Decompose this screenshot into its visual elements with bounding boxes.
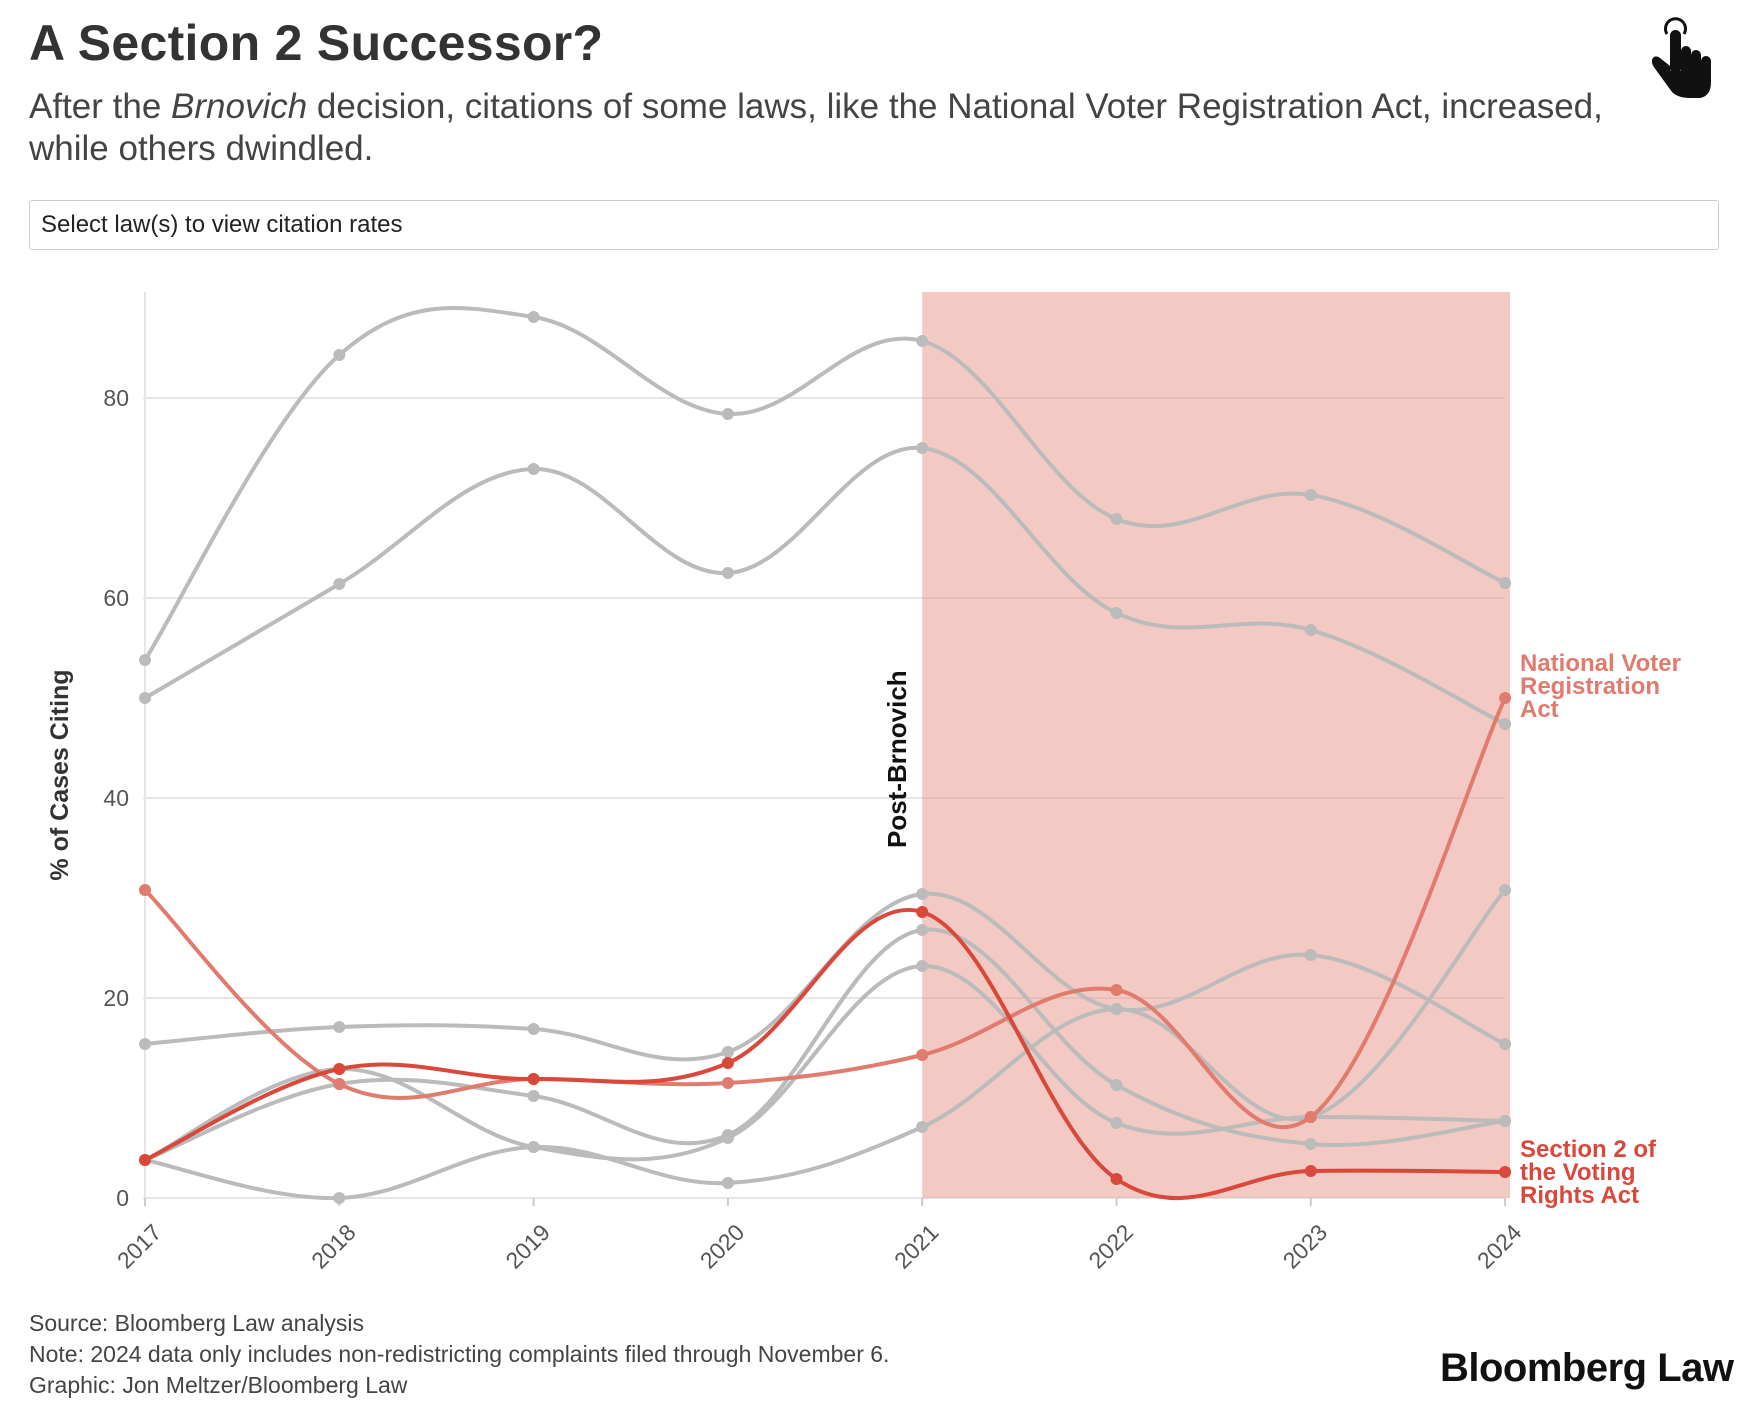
- y-tick-label: 40: [103, 785, 129, 811]
- graphic-credit: Graphic: Jon Meltzer/Bloomberg Law: [29, 1370, 889, 1401]
- data-point-section-2-of-the-voting-rights-act: [1305, 1165, 1317, 1177]
- data-point-gray-series-1: [333, 349, 345, 361]
- data-point-gray-series-3: [139, 1038, 151, 1050]
- data-point-national-voter-registration-act: [1499, 692, 1511, 704]
- data-point-gray-series-2: [1305, 624, 1317, 636]
- data-point-gray-series-1: [916, 335, 928, 347]
- data-point-section-2-of-the-voting-rights-act: [1111, 1173, 1123, 1185]
- data-point-gray-series-3: [1305, 949, 1317, 961]
- x-tick-label: 2020: [695, 1219, 750, 1274]
- subtitle-italic: Brnovich: [171, 87, 307, 126]
- data-point-gray-series-6: [528, 1141, 540, 1153]
- data-point-gray-series-3: [916, 888, 928, 900]
- data-point-gray-series-6: [1111, 1003, 1123, 1015]
- data-point-gray-series-5: [1499, 1115, 1511, 1127]
- series-label-section-2-of-the-voting-rights-act: Section 2 of the Voting Rights Act: [1520, 1136, 1657, 1209]
- data-point-gray-series-4: [916, 924, 928, 936]
- y-tick-label: 60: [103, 585, 129, 611]
- data-point-gray-series-2: [333, 578, 345, 590]
- data-point-national-voter-registration-act: [1111, 984, 1123, 996]
- law-select-dropdown[interactable]: Select law(s) to view citation rates: [29, 200, 1719, 250]
- data-note: Note: 2024 data only includes non-redist…: [29, 1339, 889, 1370]
- data-point-national-voter-registration-act: [1305, 1111, 1317, 1123]
- data-point-gray-series-4: [1111, 1079, 1123, 1091]
- x-tick-label: 2017: [112, 1219, 167, 1274]
- data-point-gray-series-1: [528, 311, 540, 323]
- bloomberg-law-logo: Bloomberg Law: [1440, 1346, 1734, 1391]
- data-point-gray-series-2: [1499, 718, 1511, 730]
- series-label-national-voter-registration-act: National Voter Registration Act: [1520, 650, 1681, 723]
- subtitle-before: After the: [29, 87, 171, 126]
- y-axis-title: % of Cases Citing: [46, 669, 74, 880]
- data-point-gray-series-2: [1111, 607, 1123, 619]
- data-point-gray-series-1: [1111, 513, 1123, 525]
- data-point-national-voter-registration-act: [722, 1077, 734, 1089]
- series-label-line: Act: [1520, 696, 1559, 723]
- data-point-gray-series-5: [916, 960, 928, 972]
- x-tick-label: 2019: [500, 1219, 555, 1274]
- data-point-gray-series-1: [1499, 577, 1511, 589]
- data-point-gray-series-6: [1499, 884, 1511, 896]
- data-point-section-2-of-the-voting-rights-act: [333, 1063, 345, 1075]
- data-point-gray-series-4: [528, 1090, 540, 1102]
- data-point-gray-series-5: [1111, 1117, 1123, 1129]
- y-tick-label: 20: [103, 985, 129, 1011]
- data-point-gray-series-1: [722, 408, 734, 420]
- data-point-section-2-of-the-voting-rights-act: [722, 1057, 734, 1069]
- data-point-gray-series-1: [1305, 489, 1317, 501]
- data-point-national-voter-registration-act: [333, 1078, 345, 1090]
- data-point-section-2-of-the-voting-rights-act: [1499, 1166, 1511, 1178]
- data-point-gray-series-5: [722, 1132, 734, 1144]
- x-tick-label: 2021: [889, 1219, 944, 1274]
- data-point-gray-series-6: [333, 1192, 345, 1204]
- x-tick-label: 2022: [1083, 1219, 1138, 1274]
- data-point-gray-series-2: [722, 567, 734, 579]
- series-label-line: Rights Act: [1520, 1182, 1639, 1209]
- pointer-hand-icon[interactable]: [1650, 16, 1722, 100]
- data-point-gray-series-3: [528, 1023, 540, 1035]
- data-point-gray-series-4: [1305, 1138, 1317, 1150]
- source-note: Source: Bloomberg Law analysis: [29, 1308, 889, 1339]
- data-point-section-2-of-the-voting-rights-act: [528, 1073, 540, 1085]
- x-tick-label: 2024: [1472, 1219, 1527, 1274]
- chart-title: A Section 2 Successor?: [29, 14, 603, 72]
- post-brnovich-label: Post-Brnovich: [882, 670, 912, 848]
- data-point-gray-series-3: [722, 1046, 734, 1058]
- chart-subtitle: After the Brnovich decision, citations o…: [29, 86, 1629, 170]
- footer: Source: Bloomberg Law analysis Note: 202…: [29, 1308, 889, 1401]
- law-select-label: Select law(s) to view citation rates: [41, 211, 402, 239]
- data-point-gray-series-6: [916, 1121, 928, 1133]
- data-point-national-voter-registration-act: [139, 884, 151, 896]
- data-point-gray-series-6: [722, 1177, 734, 1189]
- data-point-gray-series-1: [139, 654, 151, 666]
- citation-rate-chart: 0 20 40 60 80 % of Cases Citing 2017 2018 2019 20…: [0, 270, 1738, 1290]
- data-point-gray-series-2: [528, 463, 540, 475]
- data-point-gray-series-2: [139, 692, 151, 704]
- data-point-national-voter-registration-act: [916, 1049, 928, 1061]
- x-tick-label: 2023: [1278, 1219, 1333, 1274]
- x-tick-label: 2018: [306, 1219, 361, 1274]
- y-tick-label: 80: [103, 385, 129, 411]
- data-point-section-2-of-the-voting-rights-act: [139, 1154, 151, 1166]
- data-point-section-2-of-the-voting-rights-act: [916, 906, 928, 918]
- data-point-gray-series-3: [1499, 1038, 1511, 1050]
- data-point-gray-series-2: [916, 442, 928, 454]
- y-tick-label: 0: [116, 1185, 129, 1211]
- data-point-gray-series-3: [333, 1021, 345, 1033]
